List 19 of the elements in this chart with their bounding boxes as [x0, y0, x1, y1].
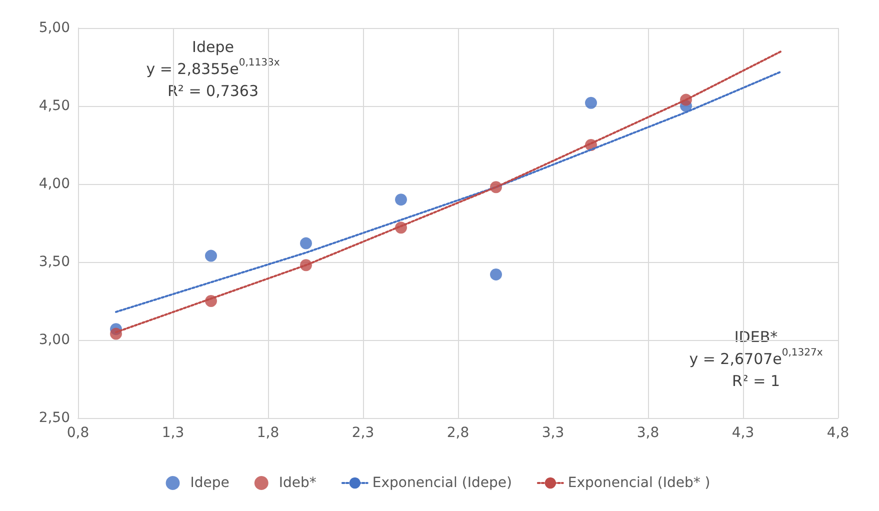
y-tick-label: 4,50	[38, 98, 70, 114]
y-tick-label: 5,00	[38, 20, 70, 36]
y-tick-label: 2,50	[38, 410, 70, 426]
y-tick-label: 4,00	[38, 176, 70, 192]
legend-label: Exponencial (Idepe)	[372, 475, 512, 491]
legend-label: Idepe	[190, 475, 230, 491]
y-tick-label: 3,50	[38, 254, 70, 270]
legend-label: Exponencial (Ideb* )	[568, 475, 710, 491]
x-tick-label: 4,8	[826, 425, 850, 441]
x-tick-label: 2,8	[446, 425, 470, 441]
y-tick-label: 3,00	[38, 332, 70, 348]
x-tick-label: 4,3	[732, 425, 754, 441]
x-tick-label: 1,3	[162, 425, 184, 441]
x-tick-label: 3,3	[542, 425, 564, 441]
x-tick-label: 0,8	[66, 425, 90, 441]
x-tick-label: 1,8	[256, 425, 280, 441]
x-tick-label: 2,3	[352, 425, 374, 441]
x-tick-label: 3,8	[636, 425, 660, 441]
legend-label: Ideb*	[278, 475, 316, 491]
